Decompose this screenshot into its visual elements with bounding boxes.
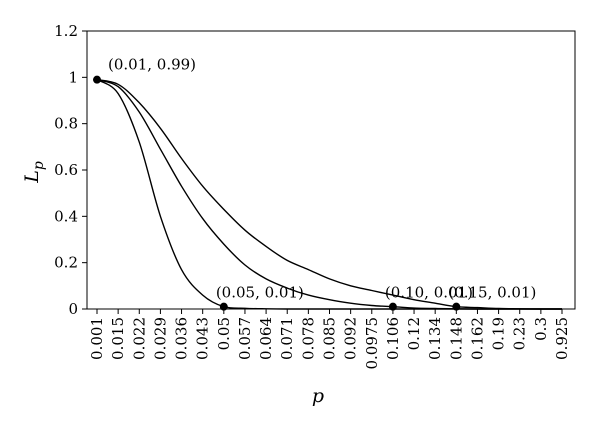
y-axis-title-subscript: p (31, 161, 47, 170)
annotation-label: (0.05, 0.01) (216, 284, 304, 302)
y-axis: 0 0.2 0.4 0.6 0.8 1 1.2 (54, 22, 87, 318)
x-tick-label: 0.015 (109, 317, 127, 360)
annotation-label: (0.15, 0.01) (448, 284, 536, 302)
x-tick-label: 0.029 (151, 317, 169, 360)
y-tick-label: 1.2 (54, 22, 78, 40)
x-tick-label: 0.925 (553, 317, 571, 360)
x-tick-label: 0.12 (405, 317, 423, 350)
y-axis-title: Lp (21, 161, 47, 184)
annotation-point (219, 302, 228, 311)
series-line-3 (96, 78, 562, 310)
x-tick-label: 0.085 (321, 317, 339, 360)
x-tick-label: 0.19 (490, 317, 508, 350)
x-tick-label: 0.043 (194, 317, 212, 360)
x-tick-label: 0.092 (342, 317, 360, 360)
y-tick-label: 0.2 (54, 254, 78, 272)
x-tick-label: 0.106 (384, 317, 402, 360)
x-tick-label: 0.148 (447, 317, 465, 360)
x-tick-label: 0.036 (173, 317, 191, 360)
annotations: (0.01, 0.99) (0.05, 0.01) (0.10, 0.01)(0.1… (93, 56, 536, 311)
annotation-point (388, 302, 397, 311)
x-tick-label: 0.0975 (363, 317, 381, 370)
x-axis: 0.001 0.015 0.022 0.029 0.036 0.043 0.05 0.057 0… (88, 309, 571, 370)
x-tick-label: 0.064 (257, 317, 275, 360)
x-tick-label: 0.022 (130, 317, 148, 360)
y-axis-title-main: L (21, 170, 43, 184)
x-tick-label: 0.05 (215, 317, 233, 350)
y-tick-label: 0 (68, 300, 78, 318)
series-line-2 (96, 78, 562, 310)
x-tick-label: 0.162 (468, 317, 486, 360)
y-tick-label: 0.8 (54, 115, 78, 133)
x-axis-title: p (312, 385, 324, 407)
y-tick-label: 0.6 (54, 161, 78, 179)
y-tick-label: 1 (68, 68, 78, 86)
x-tick-label: 0.134 (426, 317, 444, 360)
series-layer (96, 78, 562, 310)
y-tick-label: 0.4 (54, 207, 78, 225)
annotation-point (93, 75, 101, 84)
annotation-label: (0.01, 0.99) (108, 56, 196, 74)
x-tick-label: 0.057 (236, 317, 254, 360)
x-tick-label: 0.23 (511, 317, 529, 350)
x-tick-label: 0.3 (532, 317, 550, 341)
x-tick-label: 0.078 (299, 317, 317, 360)
x-tick-label: 0.001 (88, 317, 106, 360)
annotation-point (452, 302, 461, 311)
annotation-label: (0.10, 0.01) (385, 284, 473, 302)
x-tick-label: 0.071 (278, 317, 296, 360)
series-line-1 (96, 78, 562, 310)
